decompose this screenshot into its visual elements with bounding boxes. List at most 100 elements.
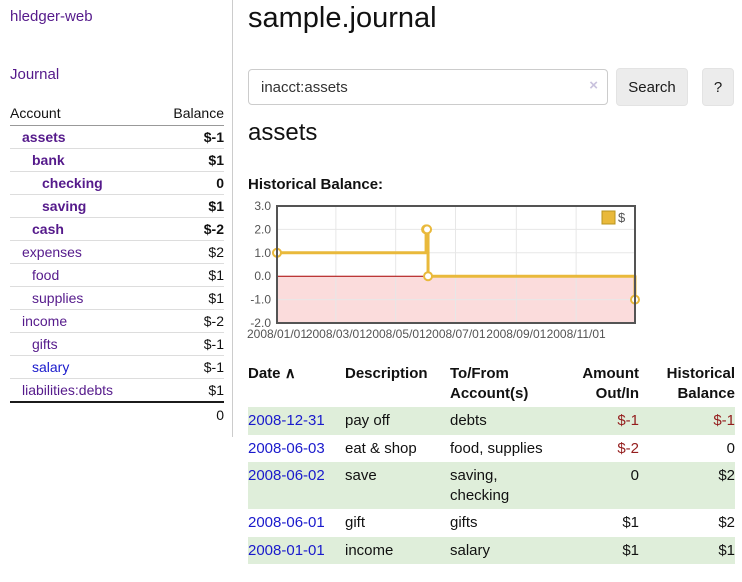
register-date-cell: 2008-12-31 bbox=[248, 407, 345, 435]
account-name-cell: supplies bbox=[10, 286, 154, 310]
main-content: sample.journal × Search ? assets Histori… bbox=[247, 0, 742, 582]
register-description: eat & shop bbox=[345, 439, 417, 457]
register-row: 2008-06-03 eat & shop food, supplies $-2 0 bbox=[248, 435, 735, 463]
col-date-sortable[interactable]: Date ∧ bbox=[248, 360, 345, 407]
account-link[interactable]: cash bbox=[32, 221, 64, 237]
register-amount: 0 bbox=[630, 467, 639, 484]
account-name-cell: cash bbox=[10, 217, 154, 241]
register-description: save bbox=[345, 467, 377, 484]
plot-border bbox=[276, 205, 636, 324]
account-balance: $-2 bbox=[153, 309, 224, 333]
col-balance-line2: Balance bbox=[677, 384, 735, 402]
account-name-cell: salary bbox=[10, 355, 154, 379]
register-historical-balance: $2 bbox=[718, 467, 735, 484]
col-accounts: To/From Account(s) bbox=[450, 360, 562, 407]
account-balance: $-2 bbox=[153, 217, 224, 241]
account-row: food $1 bbox=[10, 263, 224, 287]
account-link[interactable]: liabilities:debts bbox=[22, 382, 114, 398]
accounts-header-row: Account Balance bbox=[10, 101, 224, 126]
register-amount: $1 bbox=[622, 514, 639, 531]
help-button[interactable]: ? bbox=[702, 68, 734, 106]
search-input[interactable] bbox=[248, 69, 608, 105]
account-balance: $1 bbox=[153, 378, 224, 402]
account-balance: $2 bbox=[153, 240, 224, 264]
account-link[interactable]: checking bbox=[42, 175, 103, 191]
sort-asc-icon: ∧ bbox=[284, 365, 296, 382]
register-description: pay off bbox=[345, 412, 390, 429]
x-axis-tick-label: 2008/01/01 bbox=[247, 327, 307, 341]
register-historical-balance: $1 bbox=[718, 541, 735, 559]
register-date-link[interactable]: 2008-06-01 bbox=[248, 514, 325, 531]
account-link[interactable]: supplies bbox=[32, 290, 84, 306]
nav-journal-link[interactable]: Journal bbox=[10, 66, 60, 83]
account-row: assets $-1 bbox=[10, 126, 224, 149]
search-input-wrap: × bbox=[248, 69, 608, 105]
account-name-cell: expenses bbox=[10, 240, 154, 264]
register-historical-balance: $-1 bbox=[713, 412, 735, 429]
account-name-cell: assets bbox=[10, 126, 154, 149]
register-amount: $-1 bbox=[617, 412, 639, 429]
accounts-total-spacer bbox=[10, 401, 154, 427]
register-historical-balance: $2 bbox=[718, 514, 735, 531]
x-axis-tick-label: 2008/03/01 bbox=[306, 327, 366, 341]
account-row: cash $-2 bbox=[10, 217, 224, 241]
register-amount: $1 bbox=[622, 541, 639, 559]
register-header-row: Date ∧ Description To/From Account(s) Am… bbox=[248, 360, 735, 407]
account-link[interactable]: salary bbox=[32, 359, 70, 375]
account-row: checking 0 bbox=[10, 171, 224, 195]
register-row: 2008-06-02 save saving, checking 0 $2 bbox=[248, 462, 735, 509]
x-axis-tick-label: 2008/09/01 bbox=[486, 327, 546, 341]
register-description: gift bbox=[345, 514, 366, 531]
legend-swatch bbox=[601, 210, 616, 225]
account-link[interactable]: bank bbox=[32, 152, 65, 168]
clear-search-icon[interactable]: × bbox=[589, 77, 598, 94]
brand-link[interactable]: hledger-web bbox=[10, 8, 93, 25]
account-name-cell: bank bbox=[10, 148, 154, 172]
account-name-cell: income bbox=[10, 309, 154, 333]
register-row: 2008-06-01 gift gifts $1 $2 bbox=[248, 509, 735, 537]
account-link[interactable]: food bbox=[32, 267, 60, 283]
search-button[interactable]: Search bbox=[616, 68, 688, 106]
data-point-marker bbox=[422, 224, 433, 235]
account-balance: $-1 bbox=[203, 129, 224, 145]
accounts-total-row: 0 bbox=[10, 401, 224, 427]
register-date-link[interactable]: 2008-12-31 bbox=[248, 412, 325, 429]
col-balance-line1: Historical bbox=[666, 365, 735, 382]
register-date-link[interactable]: 2008-06-02 bbox=[248, 467, 325, 484]
sidebar: hledger-web Journal Account Balance asse… bbox=[0, 0, 233, 437]
account-name-cell: food bbox=[10, 263, 154, 287]
register-date-link[interactable]: 2008-06-03 bbox=[248, 439, 325, 457]
col-historical-balance: Historical Balance bbox=[647, 360, 735, 407]
col-accounts-line2: Account(s) bbox=[450, 384, 529, 402]
col-amount-line2: Out/In bbox=[595, 384, 639, 402]
register-date-link[interactable]: 2008-01-01 bbox=[248, 541, 325, 559]
data-point-marker bbox=[423, 271, 434, 282]
col-date-label: Date bbox=[248, 365, 281, 382]
register-accounts: gifts bbox=[450, 514, 478, 531]
account-name-cell: gifts bbox=[10, 332, 154, 356]
historical-balance-chart: 3.0 2.0 1.0 0.0 -1.0 -2.02008/01/012008/03/01… bbox=[247, 199, 640, 341]
register-date-cell: 2008-01-01 bbox=[248, 537, 345, 565]
accounts-col-account: Account bbox=[10, 101, 154, 126]
col-description: Description bbox=[345, 365, 428, 382]
account-row: income $-2 bbox=[10, 309, 224, 333]
account-link[interactable]: expenses bbox=[22, 244, 82, 260]
chart-title: Historical Balance: bbox=[248, 176, 384, 193]
account-link[interactable]: income bbox=[22, 313, 68, 329]
account-link[interactable]: assets bbox=[22, 129, 66, 145]
legend-label: $ bbox=[618, 210, 626, 225]
account-link[interactable]: gifts bbox=[32, 336, 58, 352]
page-title: sample.journal bbox=[248, 2, 437, 34]
account-link[interactable]: saving bbox=[42, 198, 87, 214]
y-axis-tick-label: -2.0 bbox=[250, 316, 271, 330]
account-balance: $-1 bbox=[153, 332, 224, 356]
y-axis-tick-label: 2.0 bbox=[254, 222, 271, 236]
register-accounts: debts bbox=[450, 412, 487, 429]
register-table: Date ∧ Description To/From Account(s) Am… bbox=[248, 360, 735, 564]
col-amount: Amount Out/In bbox=[562, 360, 647, 407]
account-row: supplies $1 bbox=[10, 286, 224, 310]
account-balance: $-1 bbox=[153, 355, 224, 379]
account-row: bank $1 bbox=[10, 148, 224, 172]
accounts-col-balance: Balance bbox=[153, 101, 224, 126]
